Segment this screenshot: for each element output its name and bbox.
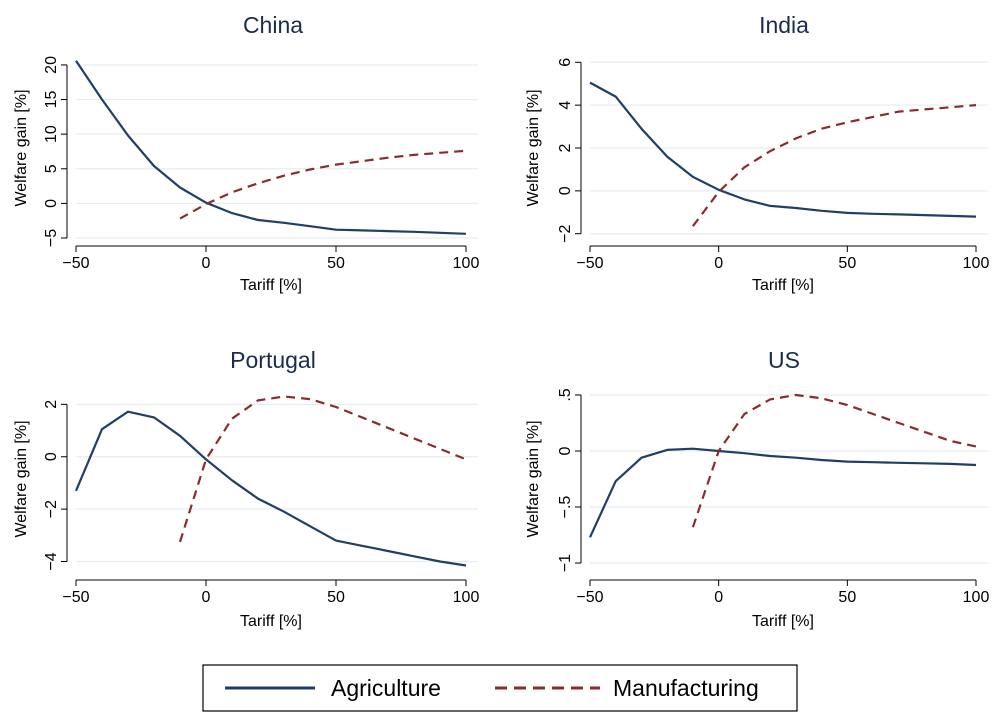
x-tick-label: 50 xyxy=(838,255,856,272)
y-tick-label: 6 xyxy=(557,58,574,67)
y-tick-label: 0 xyxy=(557,446,574,455)
y-axis-label: Welfare gain [%] xyxy=(13,89,30,206)
series-line-agriculture xyxy=(589,81,977,218)
y-tick-label: 0 xyxy=(43,452,60,461)
x-tick-label: 50 xyxy=(838,589,856,606)
y-tick-label: 2 xyxy=(43,400,60,409)
y-tick-label: 10 xyxy=(43,125,60,143)
x-tick-label: 100 xyxy=(453,589,480,606)
y-tick-label: −.5 xyxy=(557,496,574,519)
panel-title: Portugal xyxy=(230,347,316,373)
y-tick-label: −2 xyxy=(43,500,60,518)
x-tick-label: −50 xyxy=(62,589,89,606)
x-tick-label: 100 xyxy=(963,255,990,272)
y-tick-label: −5 xyxy=(43,229,60,247)
y-tick-label: −4 xyxy=(43,552,60,570)
legend-label-agriculture: Agriculture xyxy=(331,675,441,701)
x-tick-label: 50 xyxy=(327,589,345,606)
x-axis-label: Tariff [%] xyxy=(752,277,814,294)
series-line-manufacturing xyxy=(691,393,977,528)
x-tick-label: 100 xyxy=(453,255,480,272)
y-tick-label: 20 xyxy=(43,56,60,74)
y-tick-label: 0 xyxy=(43,199,60,208)
x-tick-label: 0 xyxy=(202,255,211,272)
x-axis-label: Tariff [%] xyxy=(240,613,302,630)
panel-india: India −2 0 2 4 6 −50 0 50 100 Tariff [%] Welfare ga… xyxy=(525,12,989,294)
series-line-manufacturing xyxy=(692,104,977,227)
y-axis-label: Welfare gain [%] xyxy=(525,420,542,537)
series-line-manufacturing xyxy=(178,395,467,543)
legend-label-manufacturing: Manufacturing xyxy=(613,675,759,701)
panel-title: China xyxy=(243,12,303,38)
y-axis-label: Welfare gain [%] xyxy=(13,420,30,537)
y-tick-label: 5 xyxy=(43,164,60,173)
panel-title: US xyxy=(768,347,800,373)
series-line-agriculture xyxy=(588,447,977,538)
x-tick-label: −50 xyxy=(576,255,603,272)
y-tick-label: 4 xyxy=(557,101,574,110)
y-axis-label: Welfare gain [%] xyxy=(525,89,542,206)
y-tick-label: 0 xyxy=(557,186,574,195)
panel-portugal: Portugal −4 −2 0 2 −50 0 50 100 Tariff [%] Welfare… xyxy=(13,347,479,630)
panel-title: India xyxy=(759,12,809,38)
y-tick-label: −1 xyxy=(557,554,574,572)
y-tick-label: 2 xyxy=(557,143,574,152)
x-tick-label: 0 xyxy=(714,589,723,606)
y-tick-label: −2 xyxy=(557,224,574,242)
series-line-agriculture xyxy=(74,410,467,567)
x-tick-label: 0 xyxy=(202,589,211,606)
x-tick-label: 100 xyxy=(963,589,990,606)
legend: Agriculture Manufacturing xyxy=(202,664,798,712)
x-axis-label: Tariff [%] xyxy=(240,277,302,294)
series-line-manufacturing xyxy=(179,149,467,220)
x-tick-label: −50 xyxy=(576,589,603,606)
series-line-agriculture xyxy=(75,60,467,235)
x-tick-label: −50 xyxy=(62,255,89,272)
x-axis-label: Tariff [%] xyxy=(752,613,814,630)
panel-us: US −1 −.5 0 .5 −50 0 50 100 Tariff [%] Welfare gai… xyxy=(525,347,989,630)
x-tick-label: 0 xyxy=(714,255,723,272)
y-tick-label: .5 xyxy=(557,388,574,401)
x-tick-label: 50 xyxy=(327,255,345,272)
y-tick-label: 15 xyxy=(43,91,60,109)
